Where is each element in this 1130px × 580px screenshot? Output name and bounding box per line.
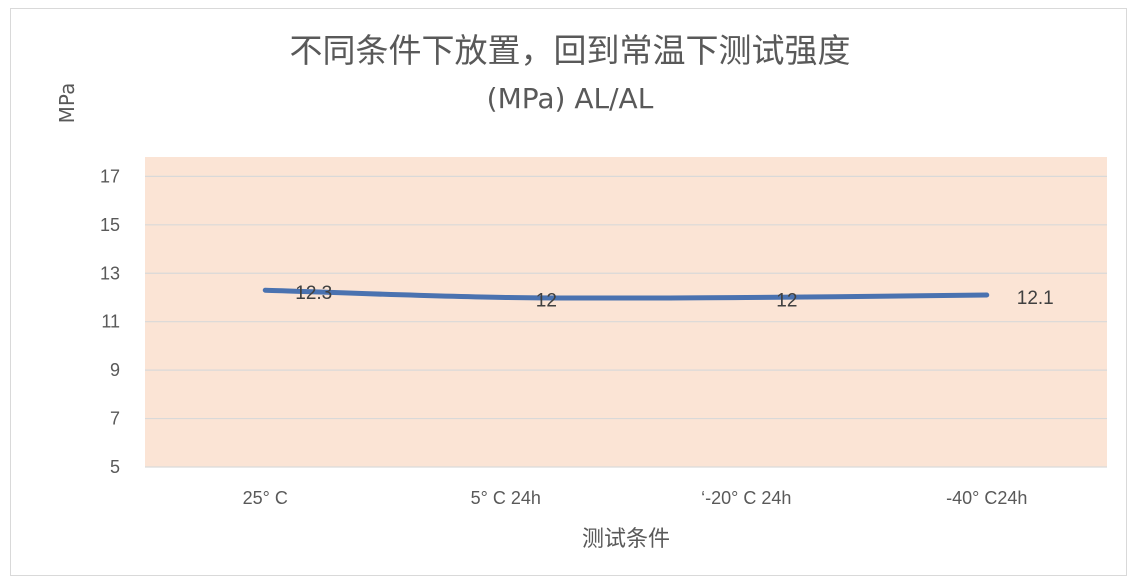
y-tick-label: 9 bbox=[110, 360, 120, 380]
y-tick-label: 15 bbox=[100, 215, 120, 235]
y-axis-label: MPa bbox=[55, 83, 79, 124]
data-label: 12 bbox=[776, 290, 797, 311]
y-tick-label: 13 bbox=[100, 263, 120, 283]
y-tick-label: 11 bbox=[101, 312, 120, 332]
y-tick-label: 7 bbox=[110, 409, 120, 429]
x-tick-label: 5° C 24h bbox=[471, 488, 541, 508]
chart-subtitle: (MPa) AL/AL bbox=[487, 82, 654, 115]
x-tick-label: 25° C bbox=[243, 488, 288, 508]
y-tick-label: 5 bbox=[110, 457, 120, 477]
data-label: 12.1 bbox=[1017, 288, 1054, 309]
chart-title: 不同条件下放置，回到常温下测试强度 bbox=[290, 31, 851, 70]
x-axis-label: 测试条件 bbox=[582, 527, 670, 552]
x-tick-label: -40° C24h bbox=[946, 488, 1027, 508]
y-tick-label: 17 bbox=[100, 166, 120, 186]
data-label: 12.3 bbox=[295, 283, 332, 304]
x-tick-label: ‘-20° C 24h bbox=[701, 488, 791, 508]
plot-area: 5 7 9 11 13 15 17 25° C 5° C 24h ‘-20° C 24h -40° … bbox=[100, 157, 1107, 508]
series-line bbox=[262, 287, 990, 301]
plot-background bbox=[145, 157, 1107, 467]
data-label: 12 bbox=[536, 290, 557, 311]
